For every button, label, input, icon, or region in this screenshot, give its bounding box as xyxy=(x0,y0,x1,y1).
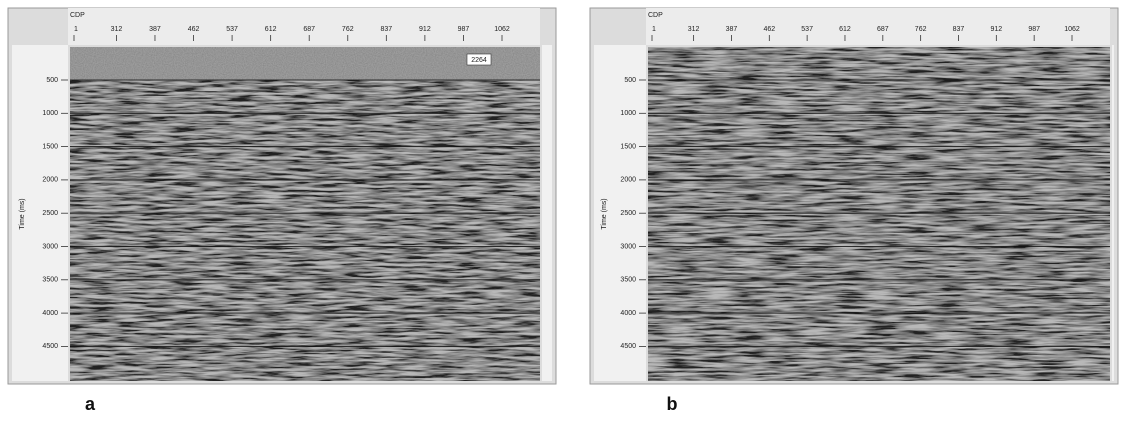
y-tick-label: 2000 xyxy=(42,177,58,184)
x-tick-label: 387 xyxy=(726,26,738,33)
quiet-zone xyxy=(70,47,540,80)
y-tick-label: 500 xyxy=(46,77,58,84)
annotation-box xyxy=(466,53,492,66)
y-tick-label: 4000 xyxy=(620,310,636,317)
x-tick-label: 912 xyxy=(990,26,1002,33)
axis-strip xyxy=(12,45,68,381)
x-tick-label: 687 xyxy=(303,26,315,33)
y-tick-label: 500 xyxy=(624,77,636,84)
y-tick-label: 2000 xyxy=(620,177,636,184)
y-tick-label: 1500 xyxy=(42,143,58,150)
x-tick-label: 462 xyxy=(763,26,775,33)
x-tick-label: 612 xyxy=(265,26,277,33)
x-tick-label: 912 xyxy=(419,26,431,33)
y-tick-label: 3000 xyxy=(620,243,636,250)
x-tick-label: 1 xyxy=(74,26,78,33)
x-tick-label: 762 xyxy=(342,26,354,33)
panel-label: a xyxy=(85,394,96,414)
x-tick-label: 312 xyxy=(688,26,700,33)
x-tick-label: 537 xyxy=(226,26,238,33)
seismic-section xyxy=(70,47,540,381)
y-tick-label: 3000 xyxy=(42,243,58,250)
header-strip xyxy=(68,8,540,45)
y-axis-title: Time (ms) xyxy=(601,198,608,229)
x-tick-label: 312 xyxy=(111,26,123,33)
header-strip xyxy=(646,8,1110,45)
x-tick-label: 987 xyxy=(1028,26,1040,33)
x-tick-label: 462 xyxy=(188,26,200,33)
x-tick-label: 387 xyxy=(149,26,161,33)
axis-strip xyxy=(594,45,646,381)
y-tick-label: 4000 xyxy=(42,310,58,317)
x-tick-label: 987 xyxy=(458,26,470,33)
x-tick-label: 1 xyxy=(652,26,656,33)
y-tick-label: 1000 xyxy=(42,110,58,117)
y-tick-label: 1000 xyxy=(620,110,636,117)
x-tick-label: 1062 xyxy=(1064,26,1080,33)
panel-label: b xyxy=(667,394,678,414)
y-tick-label: 2500 xyxy=(620,210,636,217)
y-axis-title: Time (ms) xyxy=(19,198,26,229)
x-tick-label: 1062 xyxy=(494,26,510,33)
x-tick-label: 537 xyxy=(801,26,813,33)
x-tick-label: 687 xyxy=(877,26,889,33)
y-tick-label: 1500 xyxy=(620,143,636,150)
y-tick-label: 2500 xyxy=(42,210,58,217)
x-tick-label: 837 xyxy=(380,26,392,33)
right-strip xyxy=(542,45,552,381)
y-tick-label: 3500 xyxy=(620,277,636,284)
x-tick-label: 612 xyxy=(839,26,851,33)
y-tick-label: 4500 xyxy=(42,343,58,350)
seismic-section xyxy=(648,47,1110,381)
right-strip xyxy=(1112,45,1114,381)
annotation: 2264 xyxy=(471,57,487,64)
x-tick-label: 762 xyxy=(915,26,927,33)
y-tick-label: 4500 xyxy=(620,343,636,350)
x-tick-label: 837 xyxy=(953,26,965,33)
y-tick-label: 3500 xyxy=(42,277,58,284)
x-axis-title: CDP xyxy=(648,12,663,19)
x-axis-title: CDP xyxy=(70,12,85,19)
